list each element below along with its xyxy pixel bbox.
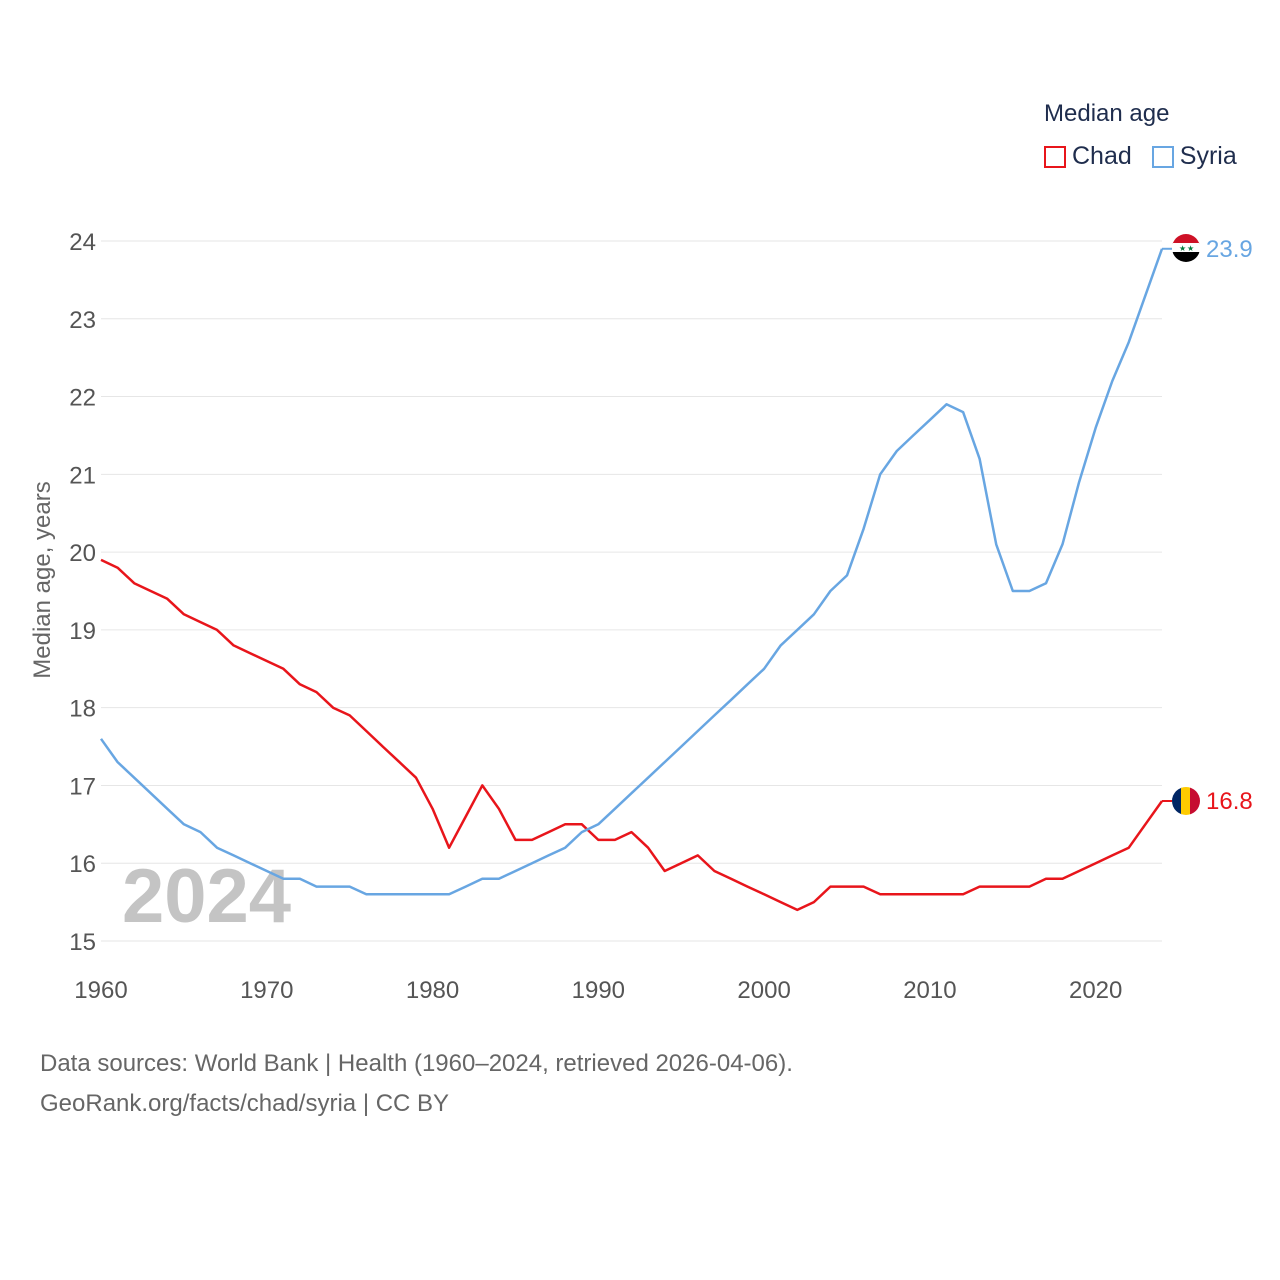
y-tick-label: 19 [69,618,96,645]
sources-line-2[interactable]: GeoRank.org/facts/chad/syria | CC BY [40,1090,450,1117]
legend-item-syria[interactable]: Syria [1151,142,1237,171]
x-tick-label: 1970 [240,977,293,1004]
y-tick-label: 21 [69,462,96,489]
x-tick-label: 1980 [406,977,459,1004]
x-tick-label: 2010 [903,977,956,1004]
legend-swatch-chad [1044,145,1066,168]
y-tick-label: 22 [69,385,96,412]
y-axis-label: Median age, years [29,481,56,678]
legend-swatch-syria [1151,145,1174,168]
y-tick-label: 15 [69,929,96,956]
sources-line-1: Data sources: World Bank | Health (1960–… [40,1050,793,1077]
y-tick-label: 18 [69,696,96,723]
x-tick-label: 2020 [1069,977,1122,1004]
svg-text:★: ★ [1179,244,1186,253]
y-tick-label: 17 [69,773,96,800]
y-tick-label: 20 [69,540,96,567]
syria-flag-icon: ★ ★ [1172,234,1200,262]
legend-label-chad: Chad [1072,142,1132,170]
series-line-syria[interactable] [99,248,1164,896]
chad-flag-icon [1172,787,1200,815]
x-tick-label: 1990 [572,977,625,1004]
y-tick-label: 24 [69,229,96,256]
end-label-syria: 23.9 [1206,236,1253,263]
end-label-chad: 16.8 [1206,788,1253,815]
series-line-chad[interactable] [100,558,1164,912]
x-tick-label: 1960 [74,977,127,1004]
y-tick-label: 23 [69,307,96,334]
x-tick-label: 2000 [737,977,790,1004]
legend-label-syria: Syria [1179,142,1237,170]
line-chart: 2024 15 16 17 18 19 20 21 22 23 24 1960 1970 1980 19… [29,229,1253,1004]
y-tick-label: 16 [69,851,96,878]
legend: Chad Syria [1044,142,1237,171]
legend-title: Median age [1044,100,1170,127]
data-sources: Data sources: World Bank | Health (1960–… [40,1044,793,1124]
svg-text:★: ★ [1187,244,1194,253]
year-watermark: 2024 [122,854,291,939]
legend-item-chad[interactable]: Chad [1044,142,1132,171]
